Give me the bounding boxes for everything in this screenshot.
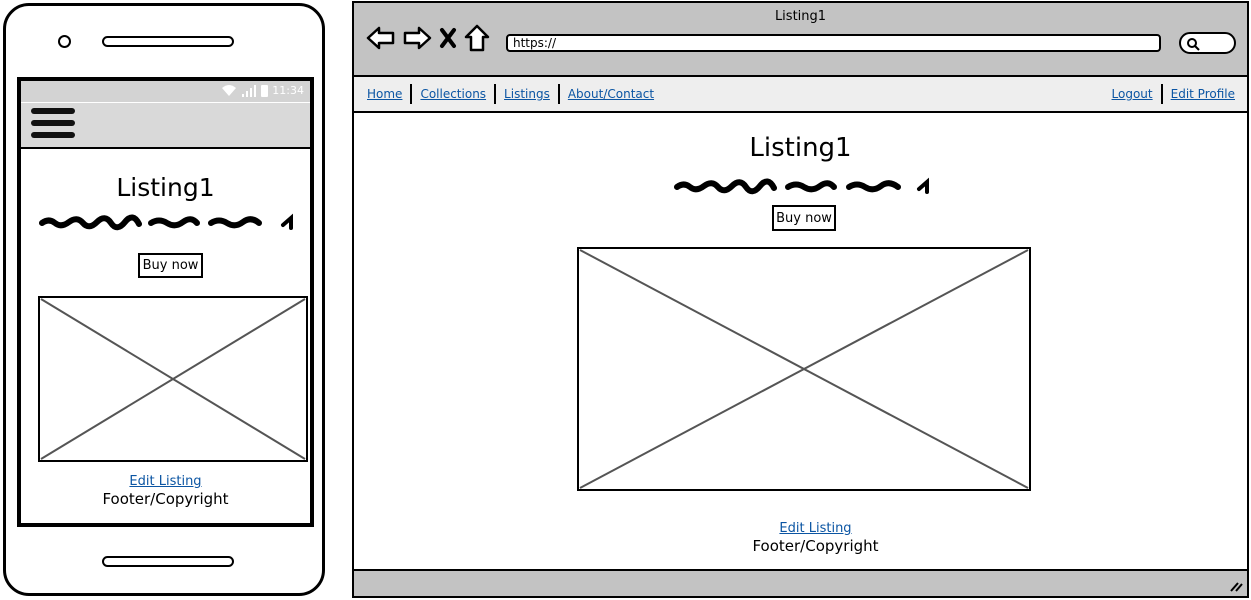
forward-arrow-icon[interactable] xyxy=(402,25,432,51)
page-title: Listing1 xyxy=(116,173,215,202)
nav-listings[interactable]: Listings xyxy=(504,87,550,101)
nav-about-contact[interactable]: About/Contact xyxy=(567,87,655,101)
image-placeholder xyxy=(38,296,308,462)
battery-icon xyxy=(261,84,269,97)
phone-mockup: 11:34 Listing1 Buy now Edit Listing Foot… xyxy=(3,3,325,596)
wifi-icon xyxy=(222,85,237,96)
nav-collections[interactable]: Collections xyxy=(420,87,487,101)
edit-listing-link[interactable]: Edit Listing xyxy=(129,474,202,489)
signal-icon xyxy=(242,85,257,97)
image-placeholder xyxy=(577,247,1031,491)
address-bar[interactable] xyxy=(506,34,1161,52)
phone-home-button[interactable] xyxy=(102,556,234,567)
buy-now-button[interactable]: Buy now xyxy=(138,253,203,278)
scribbled-text-placeholder xyxy=(39,213,293,231)
home-icon[interactable] xyxy=(464,24,490,52)
nav-divider xyxy=(494,84,497,104)
phone-camera-icon xyxy=(58,35,71,48)
browser-window: Listing1 Home Collec xyxy=(352,1,1249,598)
phone-speaker xyxy=(102,36,234,47)
nav-logout[interactable]: Logout xyxy=(1111,87,1153,101)
phone-status-bar: 11:34 xyxy=(21,81,310,102)
back-arrow-icon[interactable] xyxy=(366,25,396,51)
site-navbar: Home Collections Listings About/Contact … xyxy=(354,77,1247,113)
resize-grip-icon[interactable] xyxy=(1229,580,1243,592)
hamburger-icon[interactable] xyxy=(31,108,75,143)
status-time: 11:34 xyxy=(272,84,304,97)
nav-divider xyxy=(1160,84,1163,104)
page-title: Listing1 xyxy=(749,133,852,163)
nav-home[interactable]: Home xyxy=(367,87,403,101)
browser-search-box[interactable] xyxy=(1179,32,1236,54)
nav-edit-profile[interactable]: Edit Profile xyxy=(1170,87,1235,101)
footer-copyright: Footer/Copyright xyxy=(752,537,879,555)
nav-divider xyxy=(410,84,413,104)
browser-titlebar: Listing1 xyxy=(354,3,1247,77)
browser-status-bar xyxy=(354,569,1247,596)
buy-now-button[interactable]: Buy now xyxy=(772,205,836,231)
phone-screen: 11:34 Listing1 Buy now Edit Listing Foot… xyxy=(17,77,314,527)
close-x-icon[interactable] xyxy=(438,26,458,50)
nav-divider xyxy=(557,84,560,104)
search-icon xyxy=(1187,38,1200,51)
footer-copyright: Footer/Copyright xyxy=(102,490,229,508)
window-title: Listing1 xyxy=(774,9,827,24)
scribbled-text-placeholder xyxy=(674,177,929,195)
edit-listing-link[interactable]: Edit Listing xyxy=(779,521,852,536)
phone-menu-bar xyxy=(21,103,310,149)
